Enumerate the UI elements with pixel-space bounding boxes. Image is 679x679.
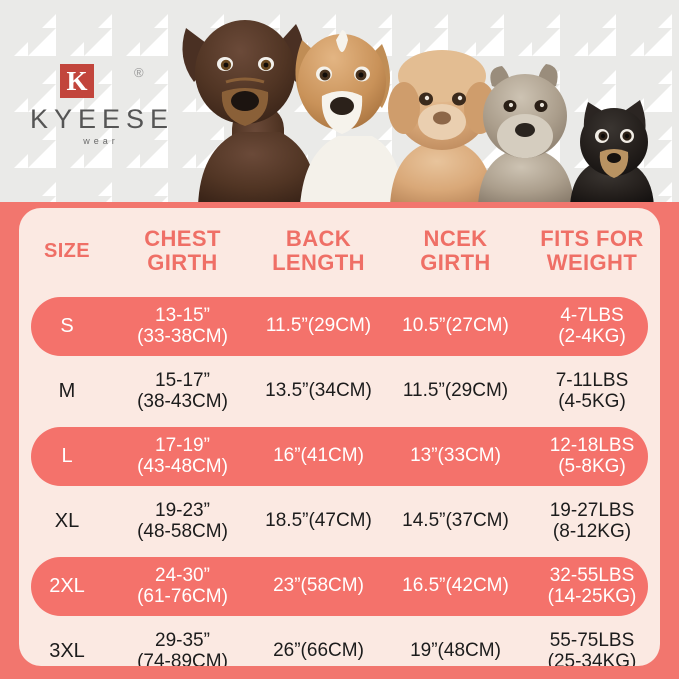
cell-chest-girth: 17-19” (43-48CM) bbox=[137, 435, 228, 477]
cell-size: S bbox=[60, 314, 74, 337]
table-row[interactable]: 3XL 29-35” (74-89CM) 26”(66CM) 19”(48CM)… bbox=[19, 619, 660, 666]
dog-doberman bbox=[182, 20, 318, 206]
cell-back-length: 18.5”(47CM) bbox=[265, 510, 372, 532]
table-row[interactable]: XL 19-23” (48-58CM) 18.5”(47CM) 14.5”(37… bbox=[19, 489, 660, 554]
cell-chest-girth: 13-15” (33-38CM) bbox=[137, 305, 228, 347]
dog-beagle bbox=[295, 30, 404, 206]
column-header-back-length: BACK LENGTH bbox=[272, 225, 365, 275]
cell-back-length: 13.5”(34CM) bbox=[265, 380, 372, 402]
cell-chest-girth: 24-30” (61-76CM) bbox=[137, 565, 228, 607]
cell-back-length: 23”(58CM) bbox=[273, 575, 364, 597]
cell-neck-girth: 11.5”(29CM) bbox=[402, 380, 509, 402]
cell-neck-girth: 10.5”(27CM) bbox=[402, 315, 509, 337]
cell-size: XL bbox=[54, 509, 80, 532]
cell-back-length: 16”(41CM) bbox=[273, 445, 364, 467]
logo-mark-letter: K bbox=[66, 65, 88, 96]
column-header-chest-girth: CHEST GIRTH bbox=[144, 225, 221, 275]
cell-size: M bbox=[58, 379, 76, 402]
logo-subtitle: wear bbox=[83, 136, 119, 147]
size-chart-table: SIZE CHEST GIRTH BACK LENGTH NCEK GIRTH … bbox=[19, 208, 660, 666]
dog-chihuahua bbox=[570, 100, 654, 206]
cell-size: L bbox=[61, 444, 73, 467]
cell-fits-for-weight: 4-7LBS (2-4KG) bbox=[558, 305, 626, 347]
logo-mark-row: K ® bbox=[14, 58, 184, 102]
cell-chest-girth: 29-35” (74-89CM) bbox=[137, 630, 228, 666]
hero-dogs-photo bbox=[182, 20, 654, 206]
cell-neck-girth: 14.5”(37CM) bbox=[402, 510, 509, 532]
column-header-fits-for-weight: FITS FOR WEIGHT bbox=[540, 225, 644, 275]
dog-schnauzer bbox=[478, 64, 574, 206]
cell-size: 2XL bbox=[49, 574, 85, 597]
cell-fits-for-weight: 12-18LBS (5-8KG) bbox=[549, 435, 635, 477]
cell-back-length: 26”(66CM) bbox=[273, 640, 364, 662]
table-row[interactable]: M 15-17” (38-43CM) 13.5”(34CM) 11.5”(29C… bbox=[19, 359, 660, 424]
registered-trademark-icon: ® bbox=[134, 65, 144, 80]
cell-chest-girth: 15-17” (38-43CM) bbox=[137, 370, 228, 412]
size-chart-panel: SIZE CHEST GIRTH BACK LENGTH NCEK GIRTH … bbox=[0, 202, 679, 679]
column-header-neck-girth: NCEK GIRTH bbox=[420, 225, 491, 275]
row-highlight-pill bbox=[31, 297, 648, 356]
cell-back-length: 11.5”(29CM) bbox=[265, 315, 372, 337]
cell-fits-for-weight: 19-27LBS (8-12KG) bbox=[549, 500, 635, 542]
brand-logo: K ® KYEESE wear bbox=[14, 58, 184, 146]
logo-mark-square: K bbox=[60, 64, 94, 98]
cell-fits-for-weight: 7-11LBS (4-5KG) bbox=[555, 370, 629, 412]
cell-size: 3XL bbox=[49, 639, 85, 662]
table-header-row: SIZE CHEST GIRTH BACK LENGTH NCEK GIRTH … bbox=[19, 208, 660, 294]
table-row[interactable]: L 17-19” (43-48CM) 16”(41CM) 13”(33CM) 1… bbox=[19, 424, 660, 489]
table-row[interactable]: 2XL 24-30” (61-76CM) 23”(58CM) 16.5”(42C… bbox=[19, 554, 660, 619]
table-row[interactable]: S 13-15” (33-38CM) 11.5”(29CM) 10.5”(27C… bbox=[19, 294, 660, 359]
cell-fits-for-weight: 32-55LBS (14-25KG) bbox=[547, 565, 637, 607]
row-highlight-pill bbox=[31, 427, 648, 486]
row-highlight-pill bbox=[31, 557, 648, 616]
cell-fits-for-weight: 55-75LBS (25-34KG) bbox=[547, 630, 637, 666]
cell-neck-girth: 19”(48CM) bbox=[410, 640, 501, 662]
dog-poodle bbox=[388, 50, 496, 206]
column-header-size: SIZE bbox=[43, 240, 91, 262]
logo-wordmark: KYEESE bbox=[29, 104, 175, 134]
cell-neck-girth: 16.5”(42CM) bbox=[402, 575, 509, 597]
cell-chest-girth: 19-23” (48-58CM) bbox=[137, 500, 228, 542]
cell-neck-girth: 13”(33CM) bbox=[410, 445, 501, 467]
